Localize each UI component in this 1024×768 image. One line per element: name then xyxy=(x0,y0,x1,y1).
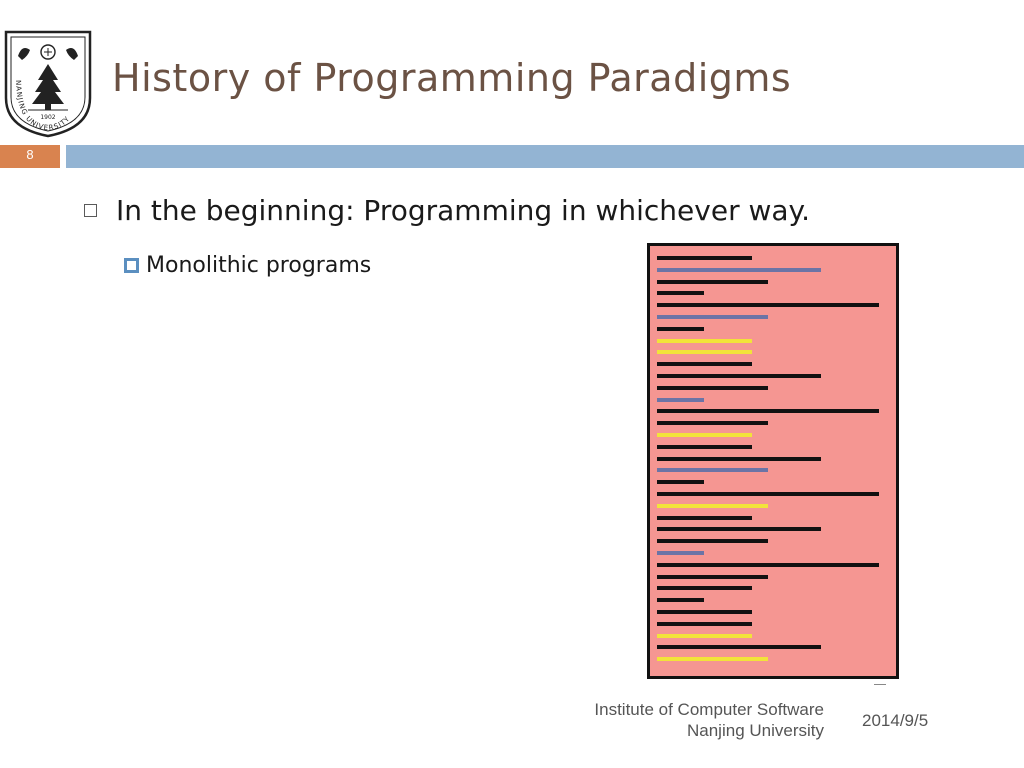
code-line xyxy=(657,586,752,591)
code-line xyxy=(657,562,879,567)
code-line xyxy=(657,362,752,367)
code-line xyxy=(657,645,821,650)
code-line xyxy=(657,338,752,343)
code-line xyxy=(657,397,704,402)
code-line xyxy=(657,492,879,496)
code-line xyxy=(657,574,768,579)
code-line xyxy=(657,421,768,426)
hollow-square-bullet-icon xyxy=(84,204,97,217)
code-line xyxy=(657,527,821,532)
code-line xyxy=(657,621,752,626)
code-line xyxy=(657,267,821,272)
code-line xyxy=(657,444,752,449)
nanjing-university-crest-icon: 1902 NANJING UNIVERSITY xyxy=(4,30,92,138)
code-line xyxy=(657,551,704,555)
header-accent-bar xyxy=(66,145,1024,168)
code-line xyxy=(657,480,704,485)
code-line xyxy=(657,456,821,461)
code-line xyxy=(657,657,768,662)
code-line xyxy=(657,279,768,284)
code-line xyxy=(657,256,752,260)
bullet-level1: In the beginning: Programming in whichev… xyxy=(84,194,810,227)
code-line xyxy=(657,315,768,319)
code-line xyxy=(657,633,752,638)
bullet-level2-text: Monolithic programs xyxy=(146,253,372,278)
code-line xyxy=(657,433,752,437)
code-line xyxy=(657,468,768,473)
logo-year: 1902 xyxy=(40,114,55,121)
code-line xyxy=(657,303,879,308)
code-line xyxy=(657,385,768,390)
footer-date: 2014/9/5 xyxy=(862,711,929,730)
code-line xyxy=(657,598,704,603)
university-logo: 1902 NANJING UNIVERSITY xyxy=(2,28,94,138)
footer-institute: Institute of Computer Software Nanjing U… xyxy=(594,699,824,741)
bullet-level1-text: In the beginning: Programming in whichev… xyxy=(116,194,811,227)
code-line xyxy=(657,409,879,414)
code-line xyxy=(657,610,752,614)
code-line xyxy=(657,291,704,296)
framed-square-bullet-icon xyxy=(124,258,139,273)
slide-title: History of Programming Paradigms xyxy=(112,56,792,100)
footer-institute-line1: Institute of Computer Software xyxy=(594,700,824,719)
figure-caption-mark xyxy=(874,684,886,685)
code-line xyxy=(657,350,752,355)
footer-institute-line2: Nanjing University xyxy=(687,721,824,740)
slide-number-badge: 8 xyxy=(0,145,60,168)
code-line xyxy=(657,515,752,520)
code-line xyxy=(657,503,768,508)
code-line xyxy=(657,326,704,331)
code-line xyxy=(657,374,821,378)
bullet-level2: Monolithic programs xyxy=(124,253,371,278)
monolithic-program-figure xyxy=(647,243,899,679)
code-line xyxy=(657,539,768,544)
